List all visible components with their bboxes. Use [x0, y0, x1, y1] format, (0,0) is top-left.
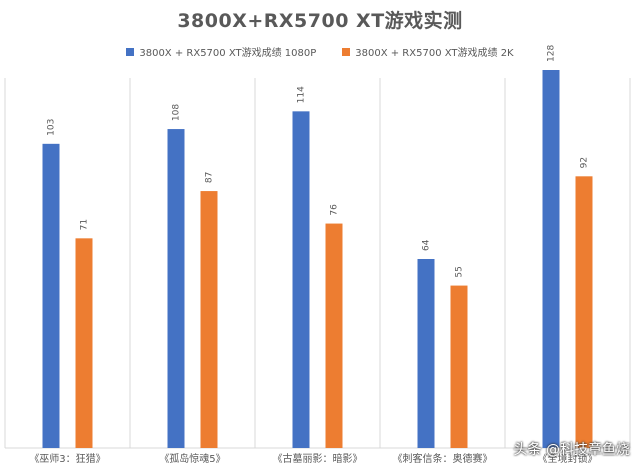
bar-1080p — [417, 259, 435, 448]
data-label: 92 — [580, 157, 590, 168]
legend-item-1080p: 3800X + RX5700 XT游戏成绩 1080P — [126, 44, 316, 59]
data-label: 71 — [80, 219, 90, 230]
category-label: 《全境封锁》 — [538, 452, 598, 465]
category-label: 《刺客信条：奥德赛》 — [393, 452, 493, 465]
bar-2k — [325, 223, 343, 448]
legend-label-1080p: 3800X + RX5700 XT游戏成绩 1080P — [139, 48, 317, 59]
data-label: 114 — [297, 86, 307, 103]
legend-item-2k: 3800X + RX5700 XT游戏成绩 2K — [342, 44, 514, 59]
category-label: 《孤岛惊魂5》 — [159, 452, 225, 465]
bar-1080p — [42, 143, 60, 448]
data-label: 103 — [47, 119, 57, 136]
watermark: 头条 @科技章鱼烧 — [513, 442, 630, 458]
data-label: 108 — [172, 104, 182, 121]
data-label: 55 — [455, 266, 465, 277]
data-label: 128 — [547, 45, 557, 62]
category-label: 《巫师3：狂猎》 — [29, 452, 105, 465]
category-label: 《古墓丽影：暗影》 — [273, 452, 363, 465]
legend: 3800X + RX5700 XT游戏成绩 1080P 3800X + RX57… — [0, 44, 640, 59]
legend-swatch-2k — [342, 47, 351, 56]
bar-2k — [200, 191, 218, 448]
data-label: 76 — [330, 204, 340, 216]
legend-label-2k: 3800X + RX5700 XT游戏成绩 2K — [355, 48, 514, 59]
bar-1080p — [542, 70, 560, 448]
legend-swatch-1080p — [126, 47, 135, 56]
chart-title: 3800X+RX5700 XT游戏实测 — [177, 10, 463, 32]
bar-2k — [575, 176, 593, 448]
bar-1080p — [292, 111, 310, 448]
bar-2k — [450, 285, 468, 448]
data-label: 64 — [422, 239, 432, 251]
bar-2k — [75, 238, 93, 448]
data-label: 87 — [205, 172, 215, 183]
bar-1080p — [167, 129, 185, 448]
